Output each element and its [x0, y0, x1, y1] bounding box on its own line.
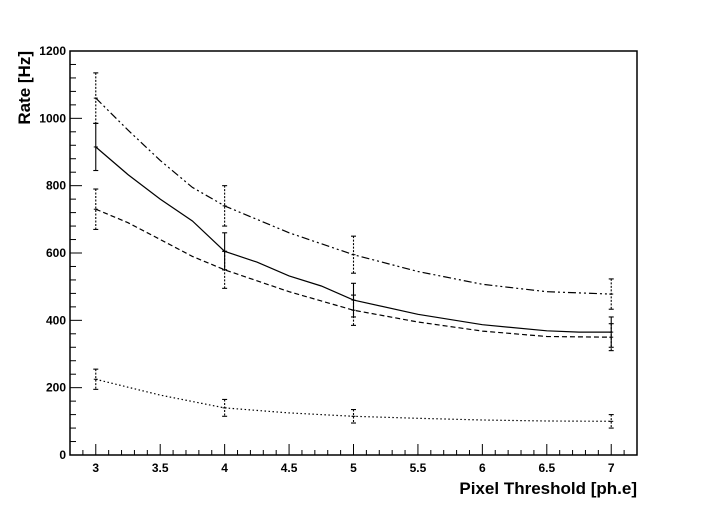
series-dashdot [93, 72, 614, 310]
y-tick-label: 0 [59, 448, 66, 462]
series-layer [93, 72, 614, 429]
error-bar [93, 188, 99, 230]
x-tick-label: 4 [221, 461, 228, 475]
series-line [95, 146, 612, 333]
y-tick-label: 800 [46, 179, 66, 193]
x-tick-label: 5.5 [410, 461, 427, 475]
series-dotted [93, 368, 614, 429]
x-axis-ticks: 3 3.5 4 4.5 5 5.5 6 6.5 7 [69, 444, 638, 475]
plot-frame [69, 50, 638, 456]
series-dashed [93, 188, 614, 352]
error-bar [608, 323, 614, 352]
x-tick-label: 6 [479, 461, 486, 475]
x-tick-label: 3.5 [152, 461, 169, 475]
y-axis-title: Rate [Hz] [15, 51, 34, 125]
error-bar [608, 414, 614, 429]
x-tick-label: 5 [350, 461, 357, 475]
x-axis-title: Pixel Threshold [ph.e] [459, 479, 637, 498]
x-tick-label: 7 [608, 461, 615, 475]
series-line [95, 97, 612, 295]
error-bar [93, 368, 99, 390]
x-tick-label: 4.5 [281, 461, 298, 475]
y-tick-label: 400 [46, 313, 66, 327]
error-bar [222, 185, 228, 227]
error-bar [351, 408, 356, 424]
y-tick-label: 200 [46, 381, 66, 395]
y-tick-label: 600 [46, 246, 66, 260]
x-tick-label: 3 [92, 461, 99, 475]
series-line [95, 208, 612, 338]
y-axis-ticks: 0 200 400 600 800 1000 1200 [39, 44, 82, 462]
y-tick-label: 1000 [39, 111, 66, 125]
y-tick-label: 1200 [39, 44, 66, 58]
x-tick-label: 6.5 [538, 461, 555, 475]
